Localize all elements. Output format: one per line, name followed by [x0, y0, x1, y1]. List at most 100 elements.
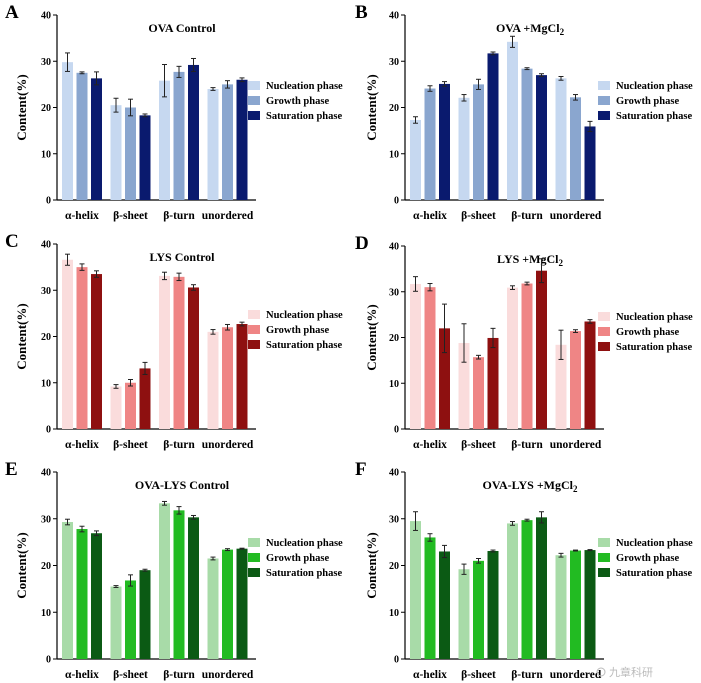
bar: [159, 503, 170, 659]
bar: [125, 107, 136, 200]
x-tick-label: β-turn: [511, 669, 543, 681]
y-tick-label: 10: [41, 378, 51, 389]
bar: [536, 270, 547, 429]
bar: [555, 78, 567, 200]
bar: [439, 551, 450, 659]
x-tick-label: unordered: [202, 210, 254, 222]
chart-panel-d: D 0 10 20 30 40 Content(%) LYS +MgCl2 α-helix β-s…: [355, 233, 693, 451]
bar: [458, 342, 470, 429]
chart-panel-f: F 0 10 20 30 40 Content(%) OVA-LYS +MgCl2 α-heli…: [355, 459, 693, 681]
chart-title: OVA Control: [148, 21, 216, 35]
bar: [570, 550, 581, 659]
y-tick-label: 30: [41, 57, 51, 68]
bar: [487, 551, 499, 659]
legend-swatch: [248, 325, 260, 334]
legend-swatch: [598, 327, 610, 336]
bar: [139, 570, 151, 659]
chart-title: LYS Control: [149, 250, 215, 264]
x-tick-label: unordered: [550, 210, 602, 222]
bar: [458, 97, 470, 200]
legend-label: Saturation phase: [616, 568, 692, 579]
bar: [159, 80, 170, 200]
y-axis-label: Content(%): [14, 74, 29, 140]
y-tick-label: 40: [41, 11, 51, 22]
x-tick-label: α-helix: [413, 439, 447, 451]
y-axis-label: Content(%): [364, 532, 379, 598]
bar: [536, 75, 547, 200]
y-tick-label: 40: [389, 242, 399, 253]
legend-label: Growth phase: [266, 553, 329, 564]
watermark: 九章科研: [596, 665, 653, 679]
y-axis-label: Content(%): [364, 74, 379, 140]
y-tick-label: 0: [46, 196, 51, 207]
bar: [125, 580, 136, 659]
legend-swatch: [248, 310, 260, 319]
bar: [507, 41, 518, 201]
y-tick-label: 30: [389, 514, 399, 525]
bar: [584, 550, 596, 659]
bar: [173, 276, 185, 429]
bar: [159, 275, 170, 429]
chart-title: OVA-LYS +MgCl2: [482, 478, 578, 494]
bar: [236, 79, 248, 200]
bar: [76, 529, 88, 659]
bar: [125, 382, 136, 429]
bar: [62, 259, 73, 429]
y-tick-label: 30: [389, 57, 399, 68]
y-tick-label: 0: [46, 425, 51, 436]
bar: [91, 274, 102, 429]
bar: [584, 126, 596, 200]
chart-panel-c: C 0 10 20 30 40 Content(%) LYS Control α-helix β-…: [5, 231, 343, 451]
x-tick-label: β-sheet: [461, 210, 496, 222]
y-tick-label: 30: [41, 514, 51, 525]
panel-letter: F: [355, 459, 367, 480]
panel-letter: A: [5, 2, 19, 23]
bar: [570, 97, 581, 200]
bar: [439, 328, 450, 429]
x-tick-label: unordered: [202, 439, 254, 451]
bar: [139, 115, 151, 200]
legend-label: Growth phase: [616, 553, 679, 564]
bar: [207, 89, 219, 200]
y-tick-label: 40: [389, 468, 399, 479]
legend-swatch: [598, 81, 610, 90]
bar: [507, 287, 518, 429]
chart-title: OVA-LYS Control: [135, 478, 230, 492]
y-tick-label: 10: [389, 379, 399, 390]
y-tick-label: 40: [41, 240, 51, 251]
x-tick-label: β-turn: [163, 439, 195, 451]
bar: [439, 83, 450, 200]
bar: [110, 586, 122, 659]
bar: [222, 84, 233, 200]
x-tick-label: unordered: [202, 669, 254, 681]
bar: [62, 62, 73, 200]
panel-letter: B: [355, 2, 368, 23]
x-tick-label: α-helix: [413, 669, 447, 681]
legend-swatch: [598, 553, 610, 562]
panel-letter: E: [5, 459, 18, 480]
bar: [424, 287, 436, 429]
bar: [110, 386, 122, 429]
x-tick-label: β-sheet: [113, 210, 148, 222]
bar: [91, 533, 102, 659]
panel-letter: C: [5, 231, 19, 252]
y-tick-label: 20: [389, 103, 399, 114]
x-tick-label: β-turn: [163, 669, 195, 681]
y-tick-label: 0: [394, 425, 399, 436]
y-tick-label: 20: [41, 561, 51, 572]
y-tick-label: 0: [46, 655, 51, 666]
x-tick-label: β-sheet: [461, 439, 496, 451]
y-tick-label: 40: [389, 11, 399, 22]
legend-swatch: [598, 312, 610, 321]
bar: [236, 548, 248, 659]
chart-panel-a: A 0 10 20 30 40 Content(%) OVA Control α-helix β-…: [5, 2, 343, 222]
legend-swatch: [248, 111, 260, 120]
y-tick-label: 10: [41, 608, 51, 619]
legend-swatch: [248, 96, 260, 105]
bar: [91, 78, 102, 200]
y-tick-label: 40: [41, 468, 51, 479]
x-tick-label: unordered: [550, 439, 602, 451]
legend-label: Saturation phase: [616, 111, 692, 122]
bar: [222, 327, 233, 429]
